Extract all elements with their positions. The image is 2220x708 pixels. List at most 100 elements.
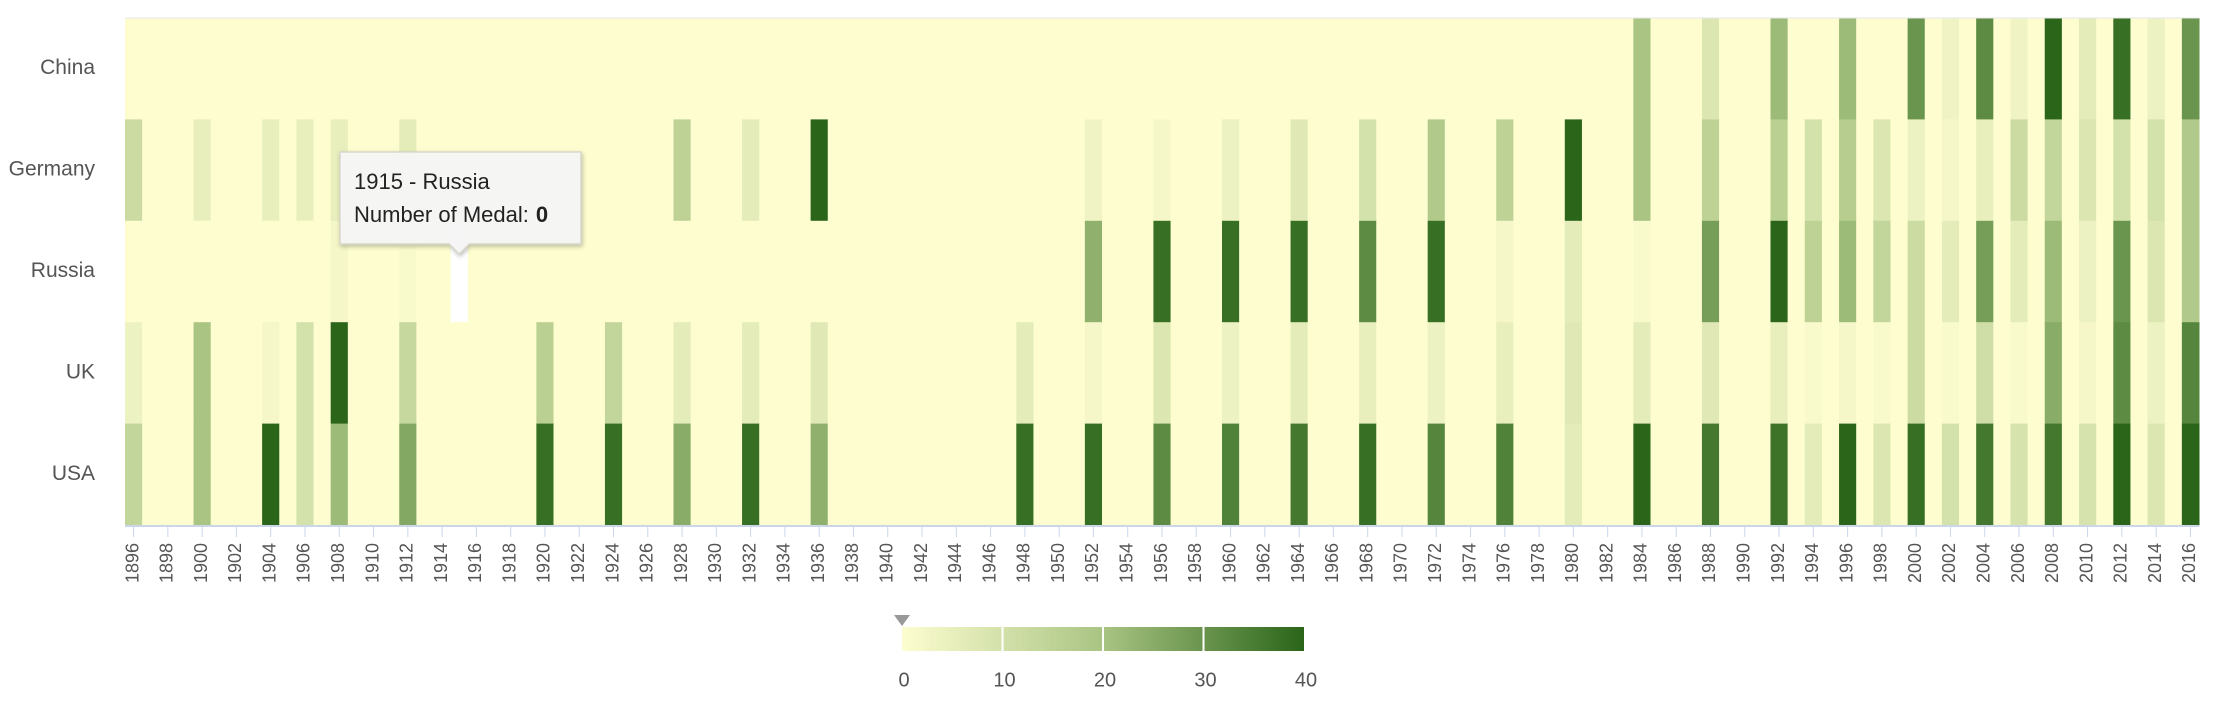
heatmap-cell (1221, 18, 1240, 120)
heatmap-cell (742, 220, 760, 323)
heatmap-cell (2061, 18, 2080, 120)
heatmap-cell (1256, 220, 1274, 323)
x-tick-label: 1964 (1288, 543, 1308, 583)
heatmap-cell (1684, 423, 1703, 526)
heatmap-cell (210, 119, 229, 222)
heatmap-cell (1153, 18, 1172, 120)
heatmap-cell (913, 18, 932, 120)
heatmap-cell (793, 18, 812, 120)
heatmap-cell (1153, 220, 1172, 323)
heatmap-cell (1307, 18, 1326, 120)
heatmap-cell (810, 322, 829, 425)
heatmap-cell (673, 18, 692, 120)
heatmap-cell (1359, 18, 1377, 120)
heatmap-cell (227, 18, 246, 120)
heatmap-cell (399, 423, 417, 526)
heatmap-cell (1204, 18, 1223, 120)
heatmap-cell (1821, 423, 1840, 526)
heatmap-cell (399, 18, 417, 120)
heatmap-cell (1393, 220, 1412, 323)
heatmap-cell (1564, 220, 1583, 323)
heatmap-cell (2164, 119, 2183, 222)
heatmap-cell (810, 423, 829, 526)
x-tick-label: 1908 (328, 543, 348, 583)
heatmap-cell (159, 423, 177, 526)
heatmap-cell (2044, 220, 2063, 323)
heatmap-cell (844, 119, 863, 222)
x-tick-label: 2002 (1939, 543, 1959, 583)
heatmap-cell (587, 18, 606, 120)
heatmap-cell (810, 220, 829, 323)
heatmap-cell (1976, 220, 1994, 323)
heatmap-cell (262, 18, 280, 120)
heatmap-cell (244, 220, 263, 323)
heatmap-cell (1376, 322, 1394, 425)
heatmap-cell (862, 119, 880, 222)
heatmap-cell (999, 220, 1017, 323)
heatmap-cell (1496, 119, 1514, 222)
heatmap-cell (279, 423, 297, 526)
heatmap-cell (913, 220, 932, 323)
heatmap-cell (1119, 322, 1137, 425)
heatmap-cell (999, 423, 1017, 526)
heatmap-cell (1359, 220, 1377, 323)
heatmap-cell (450, 322, 469, 425)
x-tick-label: 1912 (397, 543, 417, 583)
heatmap-cell (2096, 322, 2114, 425)
heatmap-cell (193, 119, 212, 222)
heatmap-cell (1564, 423, 1583, 526)
heatmap-cell (1719, 18, 1737, 120)
x-tick-label: 1986 (1665, 543, 1685, 583)
heatmap-cell (1410, 119, 1429, 222)
heatmap-cell (930, 423, 949, 526)
heatmap-cell (1753, 423, 1771, 526)
heatmap-cell (1564, 322, 1583, 425)
heatmap-cell (1136, 423, 1154, 526)
heatmap-cell (1907, 220, 1926, 323)
heatmap-cell (707, 119, 726, 222)
heatmap-cell (279, 220, 297, 323)
heatmap-cell (433, 18, 452, 120)
heatmap-cell (724, 18, 743, 120)
x-tick-label: 1988 (1699, 543, 1719, 583)
heatmap-cell (1084, 119, 1103, 222)
heatmap-cell (2181, 423, 2200, 526)
heatmap-cell (1221, 423, 1240, 526)
heatmap-cell (1770, 220, 1789, 323)
heatmap-cell (1787, 18, 1806, 120)
heatmap-cell (1016, 119, 1034, 222)
heatmap-cell (1102, 220, 1120, 323)
heatmap-cell (1753, 18, 1771, 120)
heatmap-cell (502, 423, 520, 526)
heatmap-cell (1461, 119, 1480, 222)
heatmap-cell (1547, 119, 1566, 222)
heatmap-cell (2113, 220, 2131, 323)
x-tick-label: 1944 (945, 543, 965, 583)
heatmap-cell (2164, 18, 2183, 120)
heatmap-cell (1290, 119, 1309, 222)
heatmap-cell (2181, 119, 2200, 222)
heatmap-cell (1479, 322, 1497, 425)
heatmap-cell (210, 423, 229, 526)
tooltip-title: 1915 - Russia (354, 169, 491, 194)
tooltip-box (339, 151, 582, 256)
heatmap-cell (1324, 322, 1343, 425)
heatmap-cell (347, 423, 366, 526)
heatmap-cell (1016, 423, 1034, 526)
heatmap-cell (587, 423, 606, 526)
heatmap-cell (1033, 18, 1052, 120)
heatmap-cell (1479, 220, 1497, 323)
x-tick-label: 1952 (1082, 543, 1102, 583)
heatmap-cell (1976, 322, 1994, 425)
heatmap-cell (656, 18, 674, 120)
heatmap-cell (227, 220, 246, 323)
heatmap-cell (1187, 119, 1206, 222)
heatmap-cell (450, 423, 469, 526)
heatmap-cell (1804, 322, 1823, 425)
heatmap-cell (227, 322, 246, 425)
heatmap-cell (330, 18, 349, 120)
heatmap-cell (1136, 119, 1154, 222)
heatmap-cell (125, 220, 143, 323)
heatmap-cell (896, 423, 914, 526)
